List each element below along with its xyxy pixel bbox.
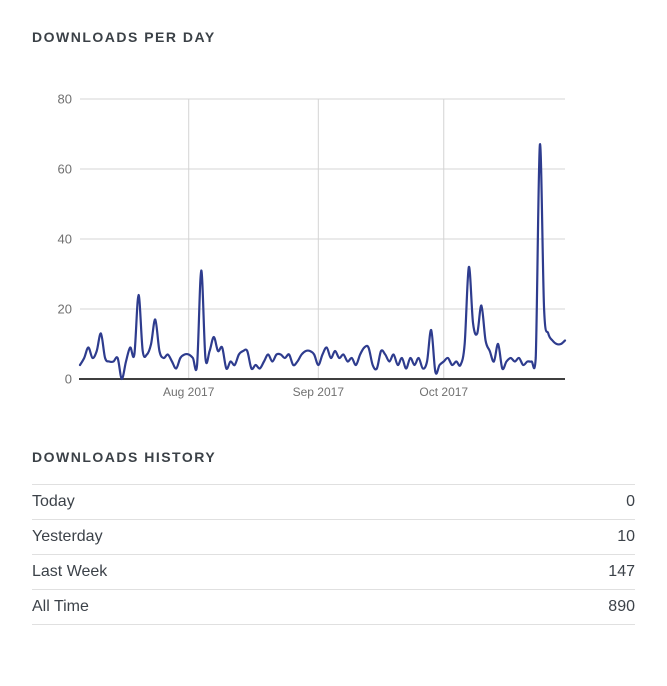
row-label: Today — [32, 484, 478, 520]
downloads-per-day-title: DOWNLOADS PER DAY — [32, 29, 216, 45]
table-row: All Time 890 — [32, 589, 635, 625]
row-value: 0 — [477, 484, 635, 520]
y-axis-tick-label: 0 — [65, 372, 72, 387]
row-label: Last Week — [32, 554, 478, 590]
y-axis-tick-label: 20 — [58, 302, 72, 317]
row-label: All Time — [32, 589, 478, 625]
y-axis-tick-label: 60 — [58, 162, 72, 177]
downloads-line-series — [78, 143, 567, 381]
row-value: 10 — [477, 519, 635, 555]
table-row: Yesterday 10 — [32, 519, 635, 555]
y-axis-tick-label: 80 — [58, 92, 72, 107]
x-axis-tick-label: Sep 2017 — [293, 385, 345, 399]
row-value: 147 — [477, 554, 635, 590]
x-axis-tick-label: Oct 2017 — [419, 385, 468, 399]
row-label: Yesterday — [32, 519, 478, 555]
downloads-stats-page: DOWNLOADS PER DAY 0 20 40 60 80 Aug 2017 Sep 2… — [0, 29, 667, 625]
downloads-history-table: Today 0 Yesterday 10 Last Week 147 All T… — [32, 484, 635, 625]
y-axis-tick-label: 40 — [58, 232, 72, 247]
x-axis-tick-label: Aug 2017 — [163, 385, 215, 399]
downloads-history-title: DOWNLOADS HISTORY — [32, 449, 217, 465]
table-row: Today 0 — [32, 484, 635, 520]
downloads-per-day-chart: 0 20 40 60 80 Aug 2017 Sep 2017 Oct 2017 — [58, 92, 567, 399]
table-row: Last Week 147 — [32, 554, 635, 590]
row-value: 890 — [477, 589, 635, 625]
